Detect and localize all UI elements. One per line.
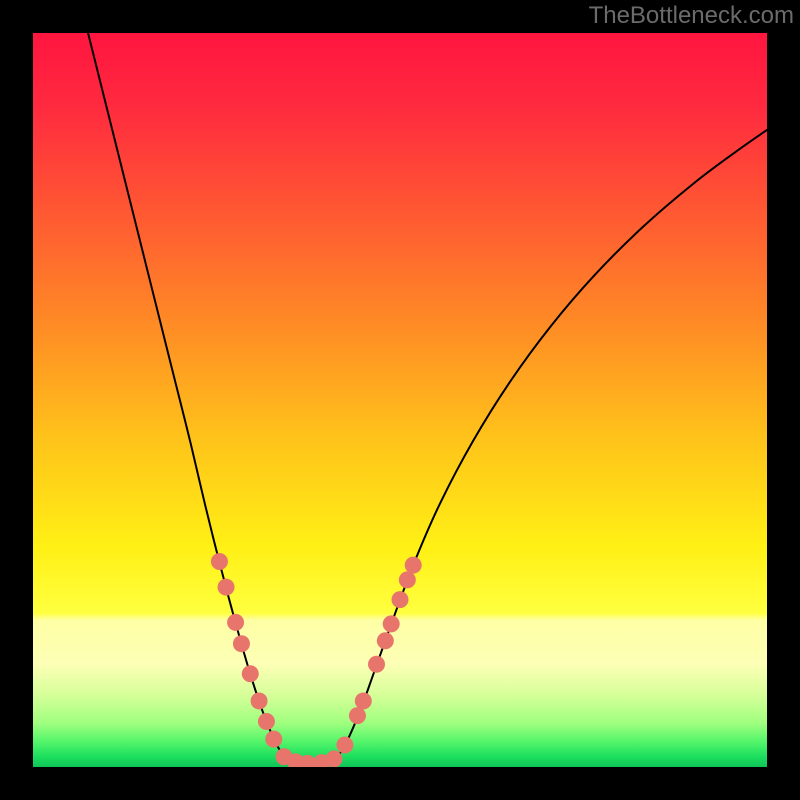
data-marker <box>233 635 250 652</box>
plot-area <box>33 33 767 767</box>
data-marker <box>218 579 235 596</box>
data-marker <box>227 614 244 631</box>
data-marker <box>392 591 409 608</box>
data-marker <box>211 553 228 570</box>
curves-layer <box>33 33 767 767</box>
data-marker <box>251 692 268 709</box>
data-marker <box>265 731 282 748</box>
chart-root: TheBottleneck.com <box>0 0 800 800</box>
data-marker <box>405 557 422 574</box>
data-marker <box>399 571 416 588</box>
data-marker <box>377 632 394 649</box>
data-marker <box>336 736 353 753</box>
watermark-text: TheBottleneck.com <box>589 2 794 30</box>
data-marker <box>349 707 366 724</box>
data-marker <box>383 615 400 632</box>
data-marker <box>325 750 342 767</box>
v-curve <box>88 33 767 764</box>
data-marker <box>258 713 275 730</box>
data-marker <box>242 665 259 682</box>
data-marker <box>355 692 372 709</box>
data-marker <box>368 656 385 673</box>
